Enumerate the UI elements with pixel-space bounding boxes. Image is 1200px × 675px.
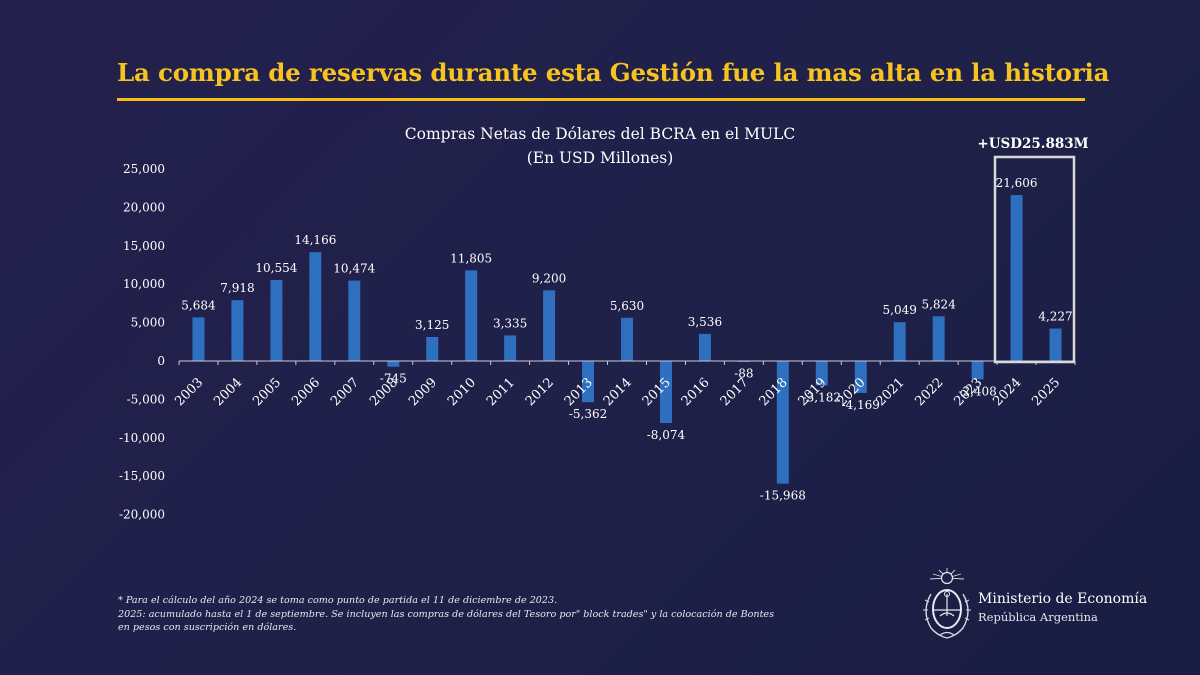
value-label-2012: 9,200 <box>532 271 566 285</box>
chart-subtitle: (En USD Millones) <box>527 149 674 167</box>
x-axis <box>178 360 1076 365</box>
x-tick-label-2006: 2006 <box>289 375 323 409</box>
value-label-2010: 11,805 <box>450 251 492 265</box>
bar-series <box>192 195 1062 484</box>
value-label-2003: 5,684 <box>181 298 216 312</box>
value-label-2024: 21,606 <box>996 176 1038 190</box>
ministry-logo: Ministerio de Economía República Argenti… <box>918 564 1158 644</box>
footnote-line-1: * Para el cálculo del año 2024 se toma c… <box>118 595 558 606</box>
value-label-2007: 10,474 <box>333 262 375 276</box>
y-tick-label: -20,000 <box>119 508 165 522</box>
bar-2025 <box>1049 328 1062 361</box>
chart-title: Compras Netas de Dólares del BCRA en el … <box>405 125 795 143</box>
bar-2009 <box>426 337 439 361</box>
x-tick-label-2005: 2005 <box>250 375 284 409</box>
bar-2010 <box>465 270 478 361</box>
value-label-2016: 3,536 <box>688 315 722 329</box>
coat-of-arms-icon <box>923 568 971 639</box>
bar-2016 <box>698 333 711 361</box>
value-label-2020: -4,169 <box>842 398 880 412</box>
x-tick-label-2007: 2007 <box>328 375 362 409</box>
x-tick-label-2024: 2024 <box>990 375 1024 409</box>
bar-2005 <box>270 279 283 361</box>
x-tick-label-2011: 2011 <box>484 375 518 409</box>
value-label-2011: 3,335 <box>493 316 527 330</box>
ministry-country: República Argentina <box>978 610 1098 624</box>
bar-2015 <box>659 361 672 424</box>
value-label-2014: 5,630 <box>610 299 644 313</box>
footnote-line-2: 2025: acumulado hasta el 1 de septiembre… <box>118 608 775 620</box>
ministry-name: Ministerio de Economía <box>978 591 1148 607</box>
bar-chart: Compras Netas de Dólares del BCRA en el … <box>119 125 1089 522</box>
bar-2004 <box>231 300 244 361</box>
value-label-2006: 14,166 <box>294 233 336 247</box>
bar-2007 <box>348 280 361 361</box>
bar-2024 <box>1010 195 1023 361</box>
x-tick-label-2021: 2021 <box>874 375 908 409</box>
bar-2019 <box>815 361 828 386</box>
value-label-2009: 3,125 <box>415 318 449 332</box>
y-tick-label: 20,000 <box>123 200 165 214</box>
value-label-2018: -15,968 <box>760 489 806 503</box>
x-tick-label-2009: 2009 <box>406 375 440 409</box>
value-label-2004: 7,918 <box>220 281 254 295</box>
value-label-2019: -3,182 <box>803 390 841 404</box>
y-tick-label: -15,000 <box>119 469 165 483</box>
value-label-2022: 5,824 <box>921 297 956 311</box>
y-tick-label: 15,000 <box>123 239 165 253</box>
bar-2003 <box>192 317 205 361</box>
x-tick-label-2010: 2010 <box>445 375 479 409</box>
footnote-line-3: en pesos con suscripción en dólares. <box>118 622 297 633</box>
x-tick-label-2014: 2014 <box>601 375 635 409</box>
value-label-2008: -745 <box>380 372 407 386</box>
value-label-2021: 5,049 <box>883 303 917 317</box>
x-tick-label-2003: 2003 <box>172 375 206 409</box>
bar-2014 <box>621 317 633 361</box>
highlight-label: +USD25.883M <box>977 136 1088 152</box>
y-tick-label: 25,000 <box>123 162 165 176</box>
highlight-box <box>993 155 1076 364</box>
bar-2011 <box>504 335 517 361</box>
x-tick-label-2022: 2022 <box>912 375 946 409</box>
value-label-2005: 10,554 <box>255 261 297 275</box>
value-label-2017: -88 <box>734 367 753 381</box>
bar-2022 <box>932 316 945 361</box>
y-tick-label: 0 <box>157 354 165 368</box>
x-tick-labels: 2003 2004 2005 2006 2007 2008 2009 2010 2011 2012… <box>172 375 1063 409</box>
x-tick-label-2016: 2016 <box>679 375 713 409</box>
bar-2013 <box>582 361 595 403</box>
y-tick-label: 5,000 <box>131 316 165 330</box>
x-tick-label-2025: 2025 <box>1029 375 1063 409</box>
bar-2020 <box>854 361 867 394</box>
y-tick-label: 10,000 <box>123 277 165 291</box>
value-label-2013: -5,362 <box>569 407 607 421</box>
y-axis: 25,000 20,000 15,000 10,000 5,000 0 -5,000 -10,… <box>119 162 165 522</box>
y-tick-label: -10,000 <box>119 431 165 445</box>
bar-2012 <box>543 290 556 361</box>
bar-2008 <box>387 361 400 367</box>
bar-2021 <box>893 322 906 361</box>
x-tick-label-2012: 2012 <box>523 375 557 409</box>
x-tick-label-2004: 2004 <box>211 375 245 409</box>
y-tick-label: -5,000 <box>127 392 165 406</box>
bar-2018 <box>776 361 789 484</box>
footnote: * Para el cálculo del año 2024 se toma c… <box>118 594 878 635</box>
highlight-group: +USD25.883M <box>977 136 1089 364</box>
bar-2023 <box>971 361 984 380</box>
bar-2006 <box>309 252 322 361</box>
value-label-2015: -8,074 <box>647 428 686 442</box>
headline-underline <box>117 98 1085 101</box>
value-label-2023: -2,408 <box>958 384 996 398</box>
value-label-2025: 4,227 <box>1038 310 1072 324</box>
page-headline: La compra de reservas durante esta Gesti… <box>117 58 1110 87</box>
